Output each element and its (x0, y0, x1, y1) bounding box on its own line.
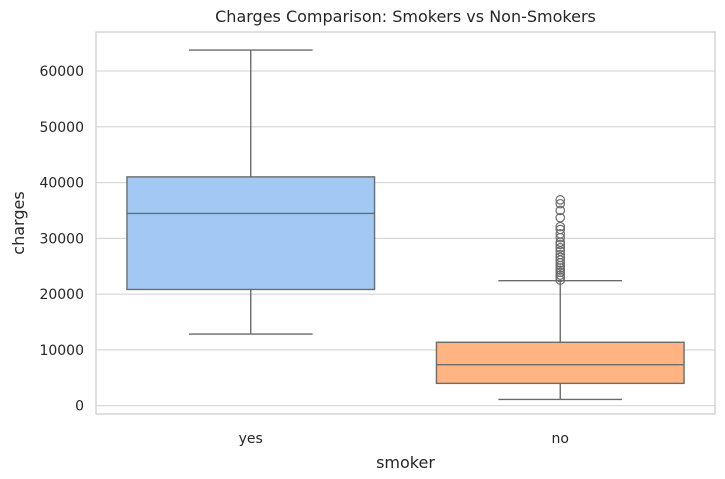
box-group-no (435, 195, 685, 401)
x-axis-label: smoker (376, 453, 435, 472)
x-tick-labels: yes no (239, 431, 569, 447)
outlier-point (555, 212, 566, 223)
y-tick-label: 30000 (39, 231, 84, 247)
box-group-yes (126, 49, 376, 335)
y-tick-label: 50000 (39, 120, 84, 136)
y-tick-label: 20000 (39, 287, 84, 303)
x-tick-label: no (552, 431, 569, 447)
outlier-point (555, 249, 566, 260)
outlier-point (555, 243, 566, 253)
outlier-point (555, 224, 566, 235)
outlier-point (555, 252, 566, 263)
outlier-point (555, 270, 566, 280)
y-tick-label: 60000 (39, 64, 84, 80)
box-marks (126, 49, 685, 401)
chart-title: Charges Comparison: Smokers vs Non-Smoke… (215, 7, 596, 26)
outlier-point (555, 229, 566, 239)
iqr-box (435, 341, 685, 385)
y-tick-labels: 0 10000 20000 30000 40000 50000 60000 (39, 64, 84, 415)
outlier-point (555, 195, 566, 205)
y-tick-label: 40000 (39, 176, 84, 192)
y-tick-label: 0 (75, 399, 84, 415)
outlier-point (555, 205, 566, 216)
y-axis-label: charges (9, 191, 28, 254)
y-tick-label: 10000 (39, 343, 84, 359)
outlier-point (555, 198, 566, 209)
x-tick-label: yes (239, 431, 263, 447)
iqr-box (126, 176, 376, 291)
plot-area (95, 31, 716, 415)
